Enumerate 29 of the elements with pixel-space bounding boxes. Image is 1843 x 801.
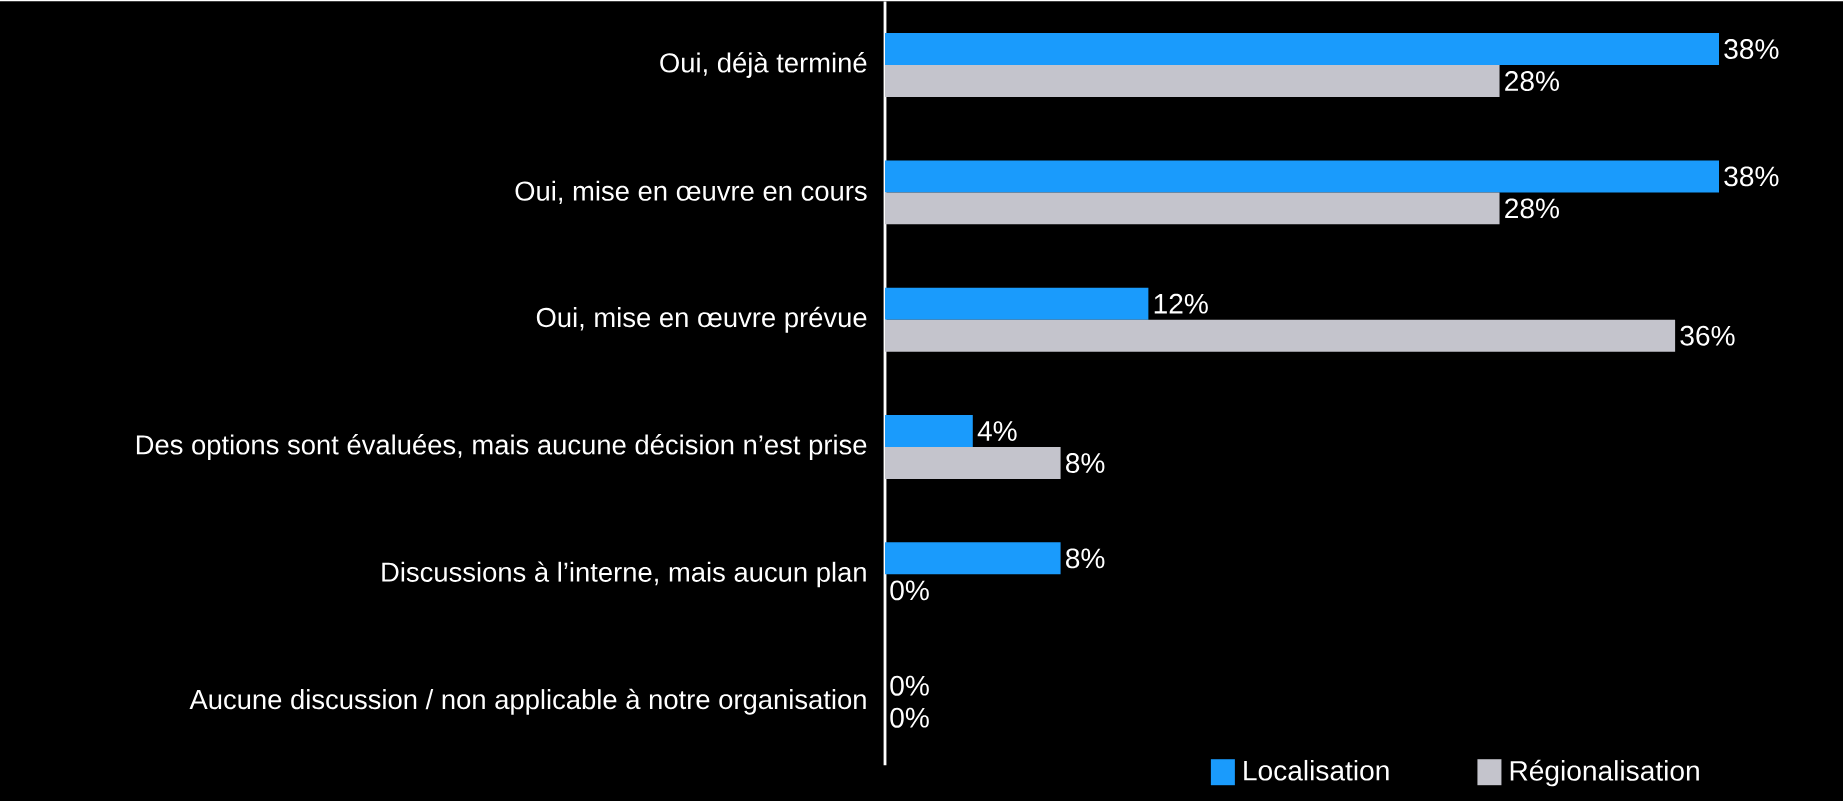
legend-label: Régionalisation xyxy=(1510,759,1699,787)
data-label: 28% xyxy=(1505,70,1559,91)
y-tick-label: Oui, mise en œuvre en cours xyxy=(515,180,867,204)
y-tick-label: Oui, mise en œuvre prévue xyxy=(536,306,867,333)
bar xyxy=(885,414,973,447)
bar xyxy=(885,287,1149,320)
bar xyxy=(885,319,1676,352)
bar xyxy=(885,192,1500,225)
data-label: 12% xyxy=(1154,293,1208,314)
y-tick-label: Oui, déjà terminé xyxy=(660,51,867,78)
data-label: 28% xyxy=(1505,198,1559,219)
data-label: 38% xyxy=(1724,166,1779,187)
data-label: 0% xyxy=(890,707,929,728)
data-label: 0% xyxy=(890,580,929,601)
data-label: 4% xyxy=(977,421,1017,441)
bar xyxy=(885,64,1500,97)
bar xyxy=(885,160,1720,193)
bar xyxy=(885,32,1720,65)
data-label: 36% xyxy=(1680,325,1735,346)
data-label: 0% xyxy=(890,675,929,696)
data-label: 8% xyxy=(1066,548,1105,569)
data-label: 8% xyxy=(1066,452,1105,473)
y-tick-label: Des options sont évaluées, mais aucune décision n’est prise xyxy=(136,433,867,460)
y-tick-label: Discussions à l’interne, mais aucun plan xyxy=(382,561,866,588)
data-label: 38% xyxy=(1724,38,1779,59)
bar xyxy=(885,446,1061,479)
bar xyxy=(885,542,1061,575)
legend-label: Localisation xyxy=(1244,759,1389,781)
y-tick-label: Aucune discussion / non applicable à notre organisation xyxy=(189,688,866,715)
